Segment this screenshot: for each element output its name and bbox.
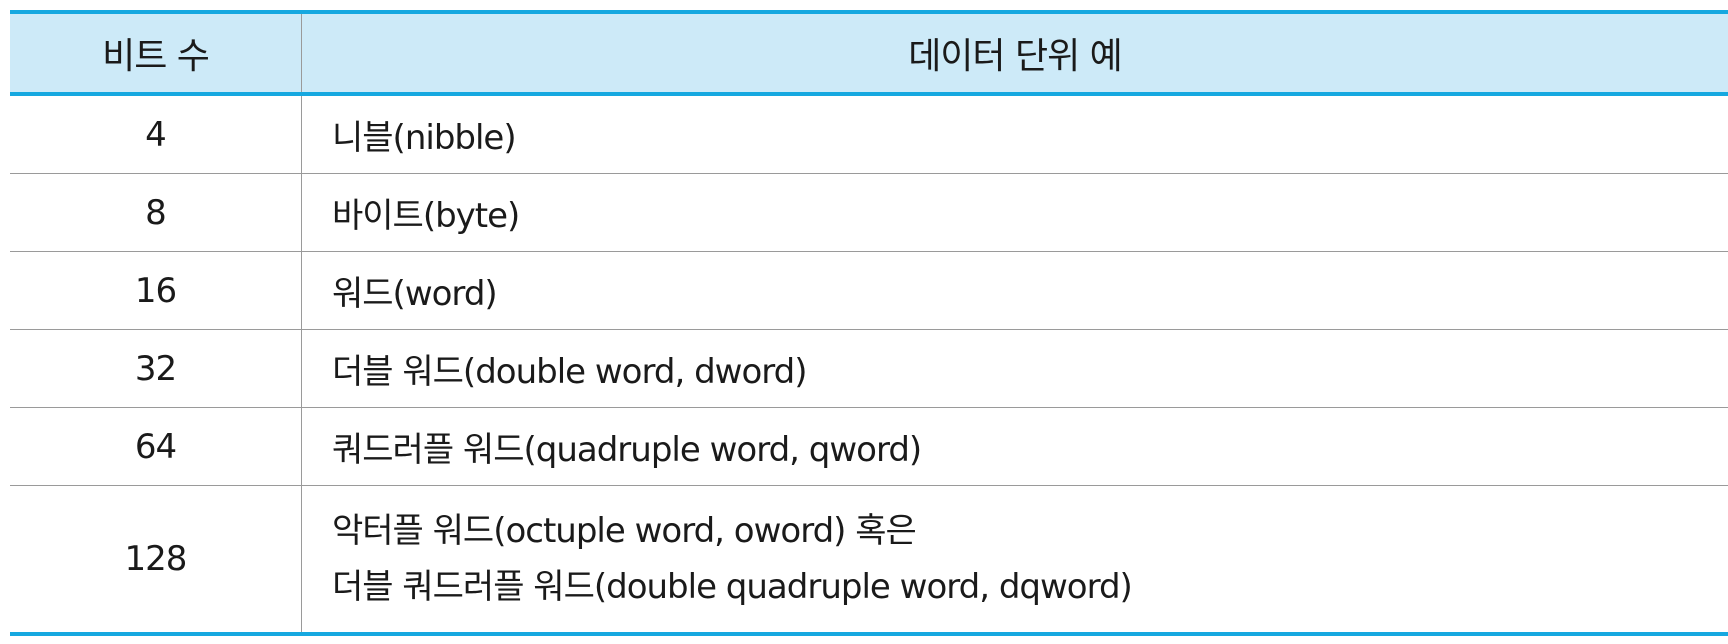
bits-cell: 8 (10, 174, 302, 251)
table-row: 16 워드(word) (10, 252, 1728, 330)
bits-cell: 4 (10, 96, 302, 173)
unit-cell: 워드(word) (332, 274, 498, 314)
unit-cell-line-1: 악터플 워드(octuple word, oword) 혹은 (332, 511, 917, 551)
header-bits: 비트 수 (10, 14, 302, 92)
unit-cell: 악터플 워드(octuple word, oword) 혹은 더블 쿼드러플 워… (302, 486, 1728, 632)
unit-cell: 더블 워드(double word, dword) (332, 352, 808, 392)
unit-cell: 바이트(byte) (332, 196, 520, 236)
data-unit-table: 비트 수 데이터 단위 예 4 니블(nibble) 8 바이트(byte) 1… (10, 10, 1728, 636)
unit-cell: 니블(nibble) (332, 118, 517, 158)
table-row: 128 악터플 워드(octuple word, oword) 혹은 더블 쿼드… (10, 486, 1728, 632)
bits-cell: 128 (10, 486, 302, 632)
bits-cell: 64 (10, 408, 302, 485)
table-row: 64 쿼드러플 워드(quadruple word, qword) (10, 408, 1728, 486)
table-header-row: 비트 수 데이터 단위 예 (10, 14, 1728, 96)
table-row: 32 더블 워드(double word, dword) (10, 330, 1728, 408)
header-unit: 데이터 단위 예 (908, 36, 1123, 77)
table-row: 8 바이트(byte) (10, 174, 1728, 252)
bits-cell: 32 (10, 330, 302, 407)
table-row: 4 니블(nibble) (10, 96, 1728, 174)
bits-cell: 16 (10, 252, 302, 329)
unit-cell: 쿼드러플 워드(quadruple word, qword) (332, 430, 922, 470)
unit-cell-line-2: 더블 쿼드러플 워드(double quadruple word, dqword… (332, 567, 1133, 607)
